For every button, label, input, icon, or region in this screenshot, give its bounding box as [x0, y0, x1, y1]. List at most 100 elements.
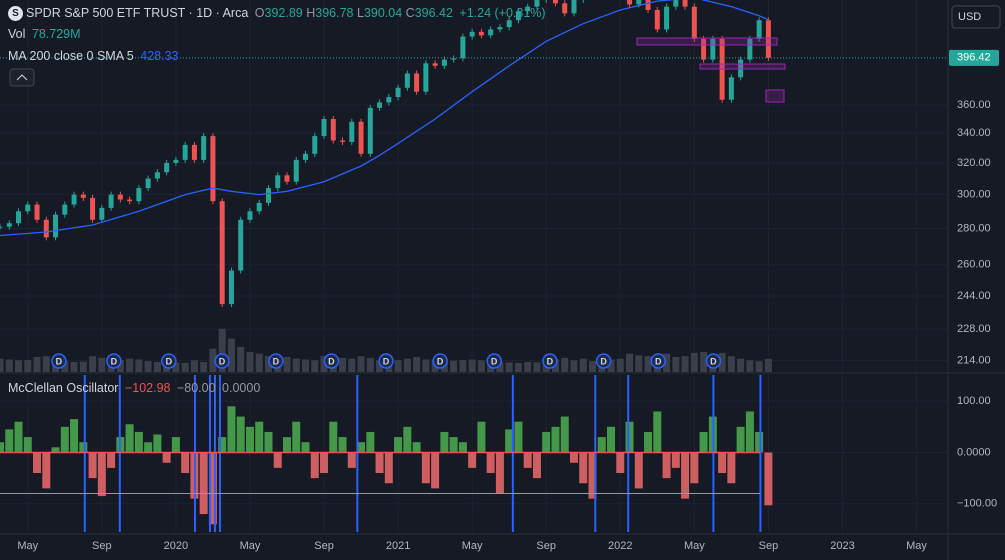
- currency-box[interactable]: [951, 5, 1001, 29]
- ma-legend: MA 200 close 0 SMA 5 428.33: [8, 49, 181, 63]
- candle-body: [201, 136, 207, 160]
- volume-bar: [718, 352, 726, 372]
- candle-body: [627, 0, 633, 5]
- candle-body: [275, 175, 281, 189]
- volume-bar: [311, 360, 319, 372]
- volume-bar: [635, 355, 643, 372]
- oscillator-bar: [764, 452, 773, 506]
- drawing-zone: [765, 89, 785, 103]
- symbol-logo: S: [8, 6, 23, 21]
- candle-body: [53, 214, 59, 238]
- oscillator-bar: [551, 426, 560, 453]
- candle-body: [210, 136, 216, 202]
- volume-bar: [61, 361, 69, 372]
- volume-bar: [264, 356, 272, 372]
- candle-body: [534, 0, 540, 7]
- oscillator-bar: [477, 421, 486, 453]
- candle-body: [552, 0, 558, 4]
- dividend-label: D: [710, 356, 717, 366]
- candle-body: [654, 10, 660, 30]
- volume-bar: [690, 352, 698, 372]
- candle-body: [636, 0, 642, 5]
- volume-bar: [98, 357, 106, 372]
- volume-bar: [237, 347, 245, 372]
- candle-body: [728, 77, 734, 100]
- dividend-marker: [542, 353, 558, 369]
- ohlc-value: 396.42: [414, 6, 453, 20]
- collapse-button[interactable]: [9, 68, 35, 87]
- oscillator-bar: [97, 452, 106, 497]
- volume-legend: Vol 78.729M: [8, 27, 84, 41]
- volume-bar: [764, 358, 772, 372]
- oscillator-bar: [329, 421, 338, 453]
- candle-body: [173, 159, 179, 163]
- candle-body: [25, 204, 31, 212]
- last-price-label: 396.42: [957, 52, 991, 64]
- y-tick-label: 0.0000: [957, 446, 991, 458]
- candle-body: [6, 223, 12, 227]
- volume-bar: [644, 356, 652, 372]
- candle-body: [497, 27, 503, 30]
- volume-bar: [570, 360, 578, 372]
- volume-bar: [413, 357, 421, 372]
- oscillator-zero: 0.0000: [222, 381, 261, 395]
- volume-bar: [700, 352, 708, 372]
- volume-bar: [200, 362, 208, 372]
- volume-bar: [42, 356, 50, 372]
- candle-body: [127, 199, 133, 202]
- oscillator-bar: [134, 431, 143, 453]
- candle-body: [571, 0, 577, 14]
- volume-bar: [135, 359, 143, 372]
- candle-body: [182, 144, 188, 160]
- currency[interactable]: USD: [958, 11, 981, 23]
- volume-bar: [227, 338, 235, 372]
- dividend-marker: [268, 353, 284, 369]
- candle-body: [441, 59, 447, 66]
- candle-body: [386, 97, 392, 103]
- volume-bar: [209, 348, 217, 372]
- volume-bar: [533, 362, 541, 372]
- candle-body: [303, 153, 309, 160]
- volume-bar: [737, 358, 745, 372]
- oscillator-bar: [88, 452, 97, 479]
- oscillator-bar: [338, 437, 347, 453]
- oscillator-bar: [171, 437, 180, 453]
- oscillator-bar: [588, 452, 597, 499]
- candle-body: [0, 226, 3, 228]
- volume-bar: [153, 362, 161, 372]
- candle-body: [164, 162, 170, 173]
- volume-bar: [5, 359, 13, 372]
- volume-bar: [172, 362, 180, 372]
- candle-body: [645, 0, 651, 11]
- ohlc-label: H: [306, 6, 316, 20]
- oscillator-bar: [14, 421, 23, 453]
- volume-bar: [283, 357, 291, 372]
- candle-body: [145, 178, 151, 189]
- volume-bar: [727, 356, 735, 372]
- candle-body: [478, 31, 484, 36]
- candle-body: [117, 194, 123, 200]
- oscillator-bar: [153, 434, 162, 453]
- volume-bar: [320, 356, 328, 372]
- ohlc-value: 390.04: [363, 6, 403, 20]
- x-tick-label: May: [462, 540, 483, 552]
- oscillator-bar: [514, 421, 523, 453]
- oscillator-bar: [255, 421, 264, 453]
- candle-body: [414, 73, 420, 92]
- candle-body: [367, 107, 373, 154]
- oscillator-bar: [523, 452, 532, 468]
- candle-body: [265, 188, 271, 203]
- dividend-label: D: [491, 356, 498, 366]
- oscillator-bar: [495, 452, 504, 494]
- volume-bar: [366, 357, 374, 372]
- candle-body: [404, 73, 410, 88]
- oscillator-bar: [431, 452, 440, 489]
- y-tick-label: 214.00: [957, 354, 991, 366]
- oscillator-bar: [42, 452, 51, 489]
- oscillator-bar: [282, 437, 291, 453]
- oscillator-bar: [607, 426, 616, 453]
- candle-body: [488, 29, 494, 36]
- volume-bar: [339, 357, 347, 372]
- candle-body: [62, 204, 68, 215]
